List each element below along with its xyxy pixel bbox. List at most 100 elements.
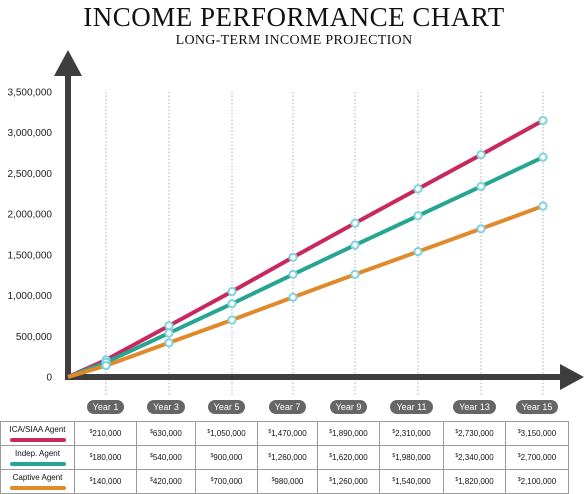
legend-swatch (9, 438, 66, 442)
value-text: 140,000 (92, 477, 122, 486)
x-tick-label: Year 9 (329, 400, 368, 414)
value-text: 2,730,000 (458, 429, 494, 438)
x-tick-label: Year 1 (86, 400, 125, 414)
data-label: $980,000 (257, 469, 318, 494)
data-point (164, 328, 174, 338)
data-point (538, 201, 548, 211)
data-point (413, 211, 423, 221)
value-text: 1,540,000 (395, 477, 431, 486)
currency-symbol: $ (517, 453, 521, 459)
value-text: 2,700,000 (520, 453, 557, 462)
y-tick-label: 0 (46, 373, 52, 384)
currency-symbol: $ (210, 453, 214, 459)
data-point (476, 181, 486, 192)
data-point (413, 184, 423, 194)
x-tick-label: Year 13 (453, 400, 496, 414)
currency-symbol: $ (517, 429, 521, 435)
value-text: 180,000 (92, 453, 122, 462)
x-tick-label: Year 15 (515, 400, 559, 414)
currency-symbol: $ (329, 453, 333, 459)
chart-subtitle: LONG-TERM INCOME PROJECTION (175, 33, 413, 48)
legend-entry: ICA/SIAA Agent (0, 421, 75, 446)
currency-symbol: $ (150, 429, 153, 435)
legend-swatch (9, 486, 66, 490)
data-label: $2,310,000 (379, 421, 444, 446)
data-point (288, 292, 298, 302)
year-header-cell: Year 1 (75, 393, 137, 422)
value-text: 1,980,000 (395, 453, 431, 462)
data-label: $700,000 (195, 469, 258, 494)
currency-symbol: $ (89, 453, 93, 459)
y-tick-label: 1,500,000 (8, 250, 53, 261)
table-row: ICA/SIAA Agent $210,000 $630,000 $1,050,000… (0, 421, 569, 446)
value-text: 1,820,000 (458, 477, 494, 486)
y-tick-label: 1,000,000 (8, 291, 53, 302)
currency-symbol: $ (517, 477, 521, 483)
value-text: 700,000 (213, 477, 243, 486)
table-corner (1, 393, 75, 422)
currency-symbol: $ (455, 429, 459, 435)
legend-entry: Indep. Agent (0, 445, 75, 470)
data-label: $2,340,000 (443, 445, 506, 470)
currency-symbol: $ (329, 429, 333, 435)
y-tick-label: 500,000 (16, 332, 53, 343)
chart-title: INCOME PERFORMANCE CHART (83, 2, 505, 32)
legend-entry: Captive Agent (0, 469, 75, 494)
currency-symbol: $ (392, 477, 396, 483)
data-point (227, 315, 237, 325)
x-tick-label: Year 11 (390, 400, 433, 414)
data-label: $1,470,000 (257, 421, 318, 446)
data-label: $1,540,000 (379, 469, 444, 494)
value-text: 900,000 (213, 453, 243, 462)
currency-symbol: $ (150, 453, 153, 459)
data-label: $140,000 (74, 469, 137, 494)
data-label: $1,260,000 (317, 469, 380, 494)
data-label: $3,150,000 (505, 421, 569, 446)
data-label: $1,820,000 (443, 469, 506, 494)
data-label: $1,260,000 (257, 445, 318, 470)
series-name: ICA/SIAA Agent (9, 425, 66, 434)
data-label: $1,890,000 (317, 421, 380, 446)
currency-symbol: $ (89, 477, 93, 483)
x-axis-arrow (560, 364, 584, 390)
value-text: 2,100,000 (520, 477, 557, 486)
year-header-cell: Year 7 (258, 393, 318, 422)
data-label: $540,000 (136, 445, 196, 470)
series-line-0 (67, 118, 544, 379)
data-point (350, 240, 360, 250)
currency-symbol: $ (329, 477, 333, 483)
y-axis-arrow (54, 50, 82, 76)
series-name: Indep. Agent (15, 449, 60, 458)
data-point (476, 150, 486, 160)
data-point (164, 321, 174, 331)
value-text: 420,000 (152, 477, 182, 486)
currency-symbol: $ (455, 453, 459, 459)
y-tick-label: 2,000,000 (8, 210, 53, 221)
income-chart: 3,500,000 3,000,000 2,500,000 2,000,000 1,50… (8, 50, 584, 395)
data-label: $1,980,000 (379, 445, 444, 470)
y-tick-label: 3,500,000 (8, 88, 53, 99)
data-point (476, 224, 486, 234)
currency-symbol: $ (392, 429, 396, 435)
data-point (413, 247, 423, 257)
data-point (350, 269, 360, 279)
data-label: $210,000 (74, 421, 137, 446)
legend-swatch (9, 462, 66, 466)
currency-symbol: $ (89, 429, 93, 435)
value-text: 3,150,000 (520, 429, 557, 438)
value-text: 1,620,000 (332, 453, 368, 462)
value-text: 1,470,000 (271, 429, 307, 438)
table-row: Captive Agent $140,000 $420,000 $700,000 $98… (0, 469, 569, 494)
currency-symbol: $ (392, 453, 396, 459)
series-line-2 (67, 204, 544, 379)
data-point (227, 299, 237, 309)
value-text: 2,340,000 (458, 453, 494, 462)
y-tick-label: 3,000,000 (8, 128, 53, 139)
table-header-row: Year 1 Year 3 Year 5 Year 7 Year 9 Year 11 Yea… (1, 393, 569, 422)
data-point (227, 286, 237, 297)
table-row: Indep. Agent $180,000 $540,000 $900,000 $1,2… (0, 445, 569, 470)
currency-symbol: $ (210, 477, 214, 483)
x-tick-label: Year 3 (147, 400, 185, 414)
year-header-cell: Year 5 (196, 393, 258, 422)
value-text: 540,000 (152, 453, 182, 462)
